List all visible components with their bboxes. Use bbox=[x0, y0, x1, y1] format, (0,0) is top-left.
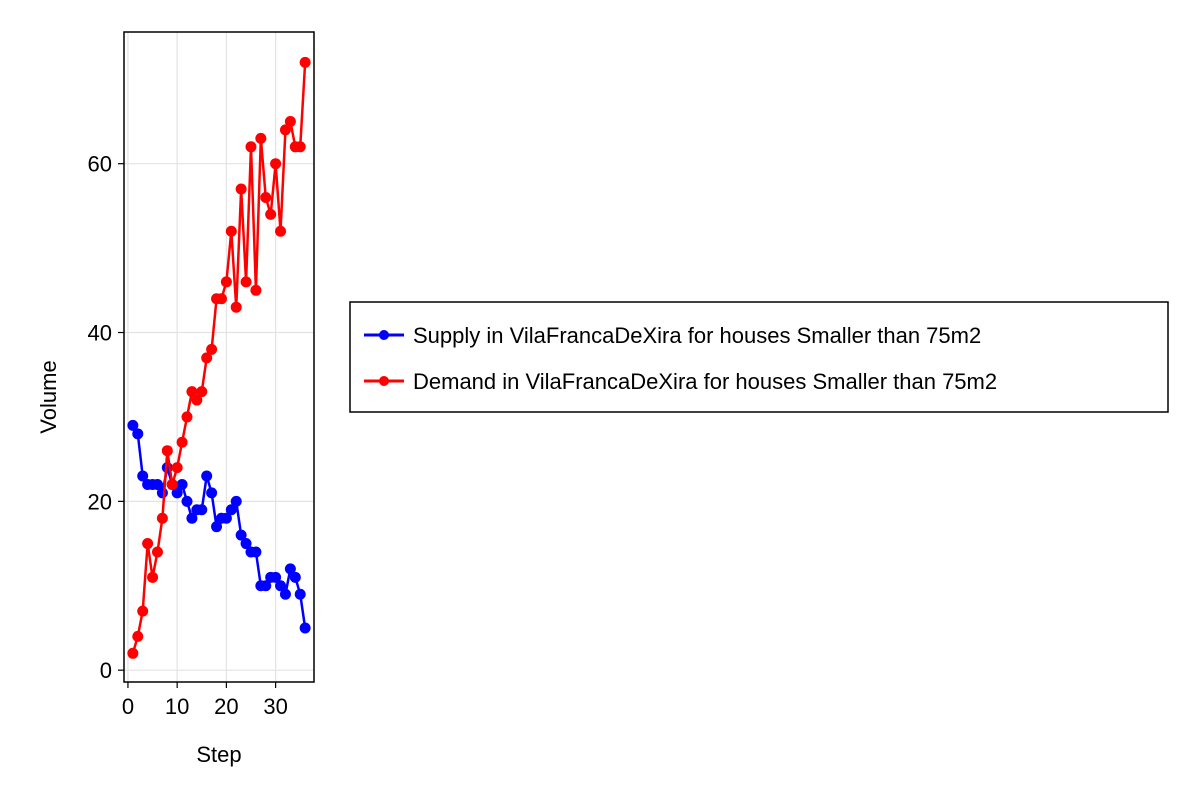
data-point bbox=[299, 56, 311, 68]
data-point bbox=[156, 487, 168, 499]
data-point bbox=[235, 183, 247, 195]
data-point bbox=[250, 546, 262, 558]
data-point bbox=[294, 588, 306, 600]
data-point bbox=[265, 208, 277, 220]
legend-label: Demand in VilaFrancaDeXira for houses Sm… bbox=[413, 369, 997, 394]
data-point bbox=[206, 487, 218, 499]
legend: Supply in VilaFrancaDeXira for houses Sm… bbox=[349, 301, 1169, 413]
y-tick-label: 0 bbox=[100, 658, 112, 683]
data-point bbox=[151, 546, 163, 558]
data-point bbox=[284, 115, 296, 127]
data-point bbox=[181, 411, 193, 423]
data-point bbox=[211, 521, 223, 533]
x-tick-label: 30 bbox=[263, 694, 287, 719]
data-point bbox=[225, 225, 237, 237]
data-point bbox=[137, 470, 149, 482]
axis-ticks: 0 10 20 30 0 20 40 60 bbox=[88, 152, 288, 719]
data-point bbox=[260, 191, 272, 203]
data-point bbox=[240, 276, 252, 288]
data-point bbox=[235, 529, 247, 541]
y-tick-label: 40 bbox=[88, 321, 112, 346]
data-point bbox=[142, 538, 154, 550]
series-line bbox=[131, 62, 307, 654]
data-point bbox=[201, 352, 213, 364]
data-point bbox=[294, 141, 306, 153]
y-tick-label: 60 bbox=[88, 152, 112, 177]
data-point bbox=[161, 445, 173, 457]
data-point bbox=[299, 622, 311, 634]
y-tick-label: 20 bbox=[88, 489, 112, 514]
data-point bbox=[171, 462, 183, 474]
data-point bbox=[240, 538, 252, 550]
data-point bbox=[230, 301, 242, 313]
data-point bbox=[215, 293, 227, 305]
data-point bbox=[279, 124, 291, 136]
x-tick-label: 10 bbox=[165, 694, 189, 719]
plot-area-frame bbox=[123, 31, 315, 683]
data-point bbox=[284, 563, 296, 575]
data-point bbox=[245, 141, 257, 153]
series-0 bbox=[127, 419, 311, 634]
data-point bbox=[186, 386, 198, 398]
legend-entry-supply: Supply in VilaFrancaDeXira for houses Sm… bbox=[364, 323, 981, 348]
data-point bbox=[196, 504, 208, 516]
data-point bbox=[275, 580, 287, 592]
data-point bbox=[289, 571, 301, 583]
x-tick-label: 20 bbox=[214, 694, 238, 719]
data-point bbox=[186, 512, 198, 524]
y-axis-title: Volume bbox=[36, 360, 61, 433]
data-point bbox=[127, 419, 139, 431]
data-point bbox=[220, 276, 232, 288]
data-point bbox=[206, 343, 218, 355]
data-point bbox=[127, 647, 139, 659]
data-point bbox=[147, 571, 159, 583]
series-lines bbox=[127, 56, 311, 659]
legend-entry-demand: Demand in VilaFrancaDeXira for houses Sm… bbox=[364, 369, 997, 394]
data-point bbox=[230, 495, 242, 507]
data-point bbox=[176, 478, 188, 490]
data-point bbox=[132, 630, 144, 642]
data-point bbox=[225, 504, 237, 516]
data-point bbox=[166, 478, 178, 490]
data-point bbox=[260, 580, 272, 592]
legend-box bbox=[349, 301, 1169, 413]
data-point bbox=[191, 394, 203, 406]
data-point bbox=[151, 478, 163, 490]
data-point bbox=[255, 132, 267, 144]
data-point bbox=[201, 470, 213, 482]
data-point bbox=[181, 495, 193, 507]
data-point bbox=[156, 512, 168, 524]
data-point bbox=[137, 605, 149, 617]
data-point bbox=[270, 571, 282, 583]
data-point bbox=[171, 487, 183, 499]
data-point bbox=[279, 588, 291, 600]
legend-label: Supply in VilaFrancaDeXira for houses Sm… bbox=[413, 323, 981, 348]
data-point bbox=[270, 158, 282, 170]
data-point bbox=[275, 225, 287, 237]
data-point bbox=[132, 428, 144, 440]
legend-marker-swatch bbox=[379, 376, 389, 386]
legend-marker-swatch bbox=[379, 330, 389, 340]
series-1 bbox=[127, 56, 311, 659]
data-point bbox=[176, 436, 188, 448]
x-tick-label: 0 bbox=[122, 694, 134, 719]
data-point bbox=[196, 386, 208, 398]
x-axis-title: Step bbox=[196, 742, 241, 767]
data-point bbox=[250, 284, 262, 296]
data-point bbox=[220, 512, 232, 524]
